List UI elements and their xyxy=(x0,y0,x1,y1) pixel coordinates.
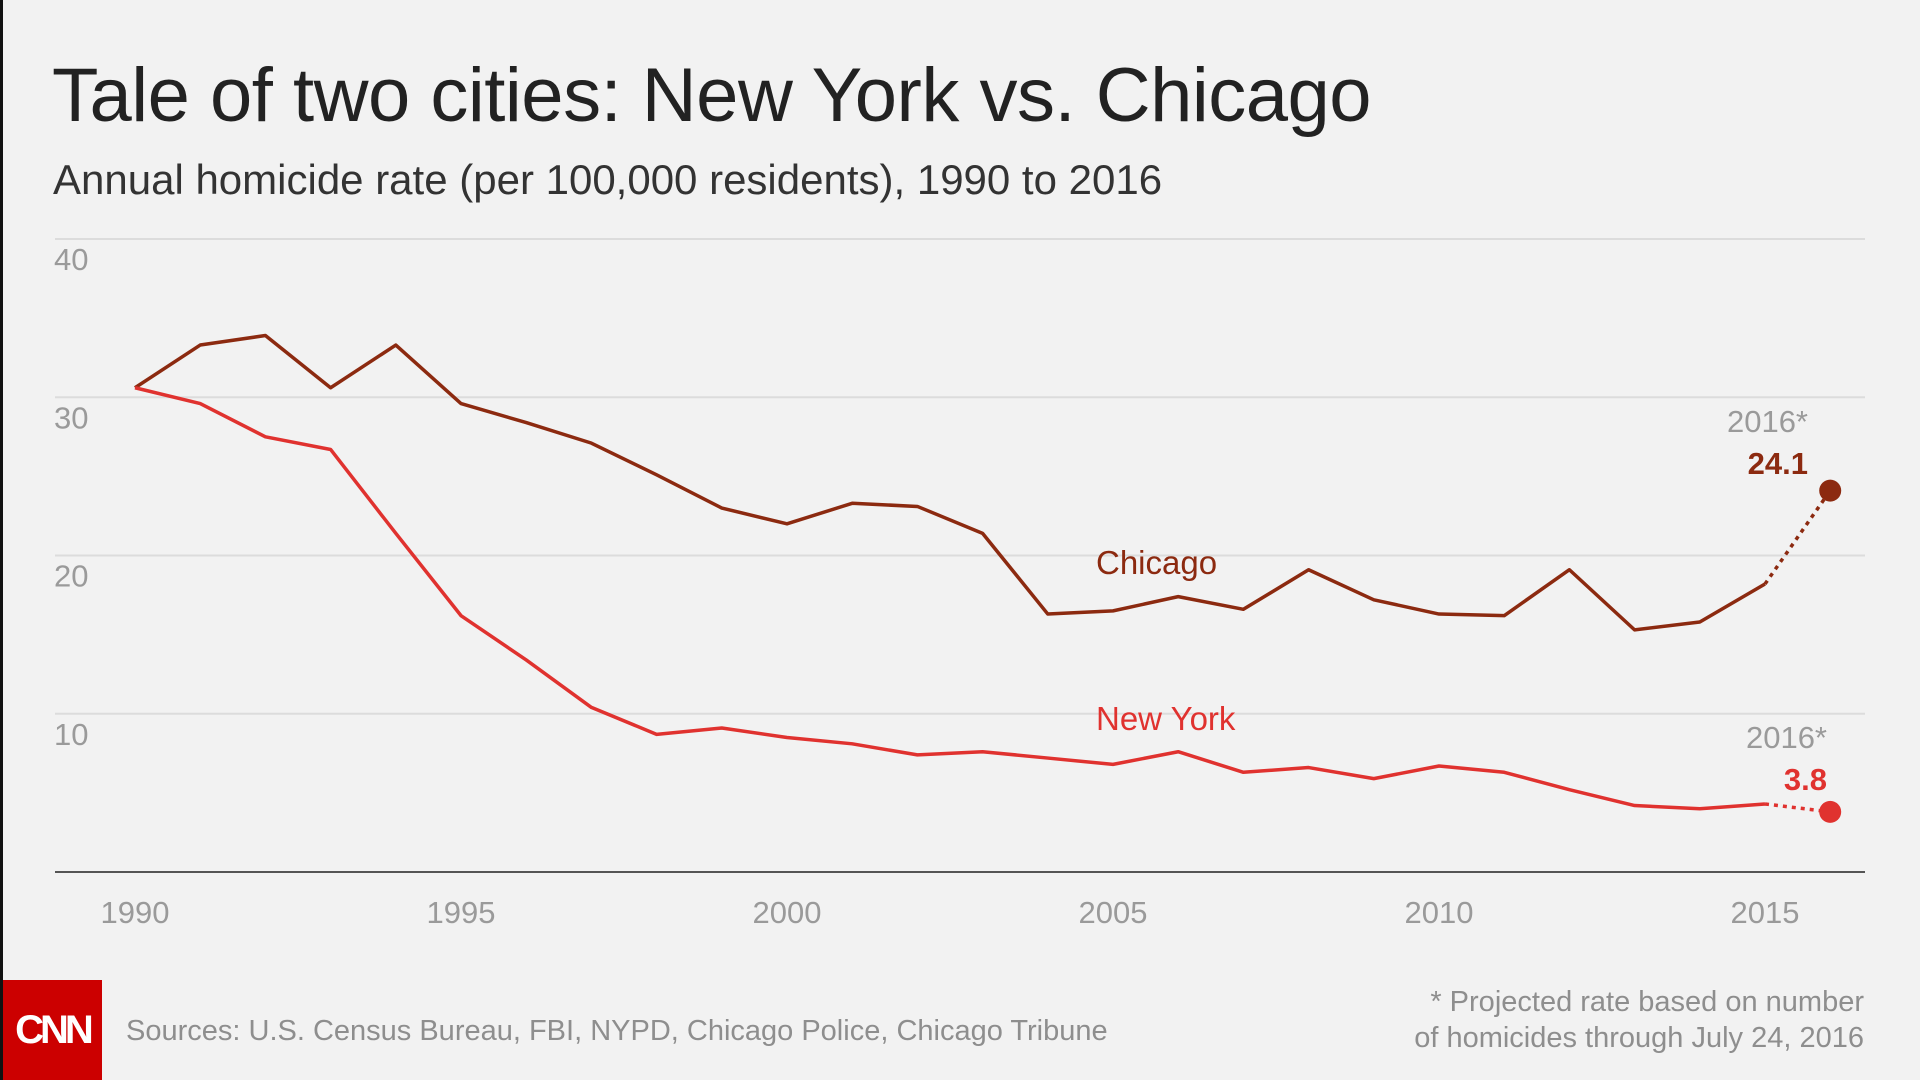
x-tick-label: 2010 xyxy=(1405,895,1474,930)
new-york-line xyxy=(134,386,1766,811)
chart-subtitle: Annual homicide rate (per 100,000 reside… xyxy=(53,156,1163,203)
x-tick-label: 2005 xyxy=(1079,895,1148,930)
x-tick-label: 1995 xyxy=(427,895,496,930)
y-tick-label: 20 xyxy=(54,559,88,594)
new-york-end-point xyxy=(1819,800,1842,823)
chicago-end-value-label: 24.1 xyxy=(1748,446,1808,481)
chicago-series-label: Chicago xyxy=(1096,544,1217,581)
new-york-end-year-label: 2016* xyxy=(1746,720,1827,755)
x-tick-label: 2015 xyxy=(1731,895,1800,930)
cnn-logo: CNN xyxy=(3,980,102,1080)
y-tick-label: 10 xyxy=(54,717,88,752)
y-tick-label: 30 xyxy=(54,400,88,435)
new-york-end-value-label: 3.8 xyxy=(1784,762,1827,797)
chicago-end-point xyxy=(1819,479,1842,502)
new-york-series-label: New York xyxy=(1096,700,1236,737)
x-tick-label: 2000 xyxy=(753,895,822,930)
chicago-projected-line xyxy=(1763,489,1832,585)
left-border xyxy=(0,0,3,1080)
chicago-end-year-label: 2016* xyxy=(1727,404,1808,439)
x-tick-label: 1990 xyxy=(101,895,170,930)
chicago-line xyxy=(134,333,1766,632)
footnote-line-2: of homicides through July 24, 2016 xyxy=(1414,1022,1864,1054)
footnote: * Projected rate based on number of homi… xyxy=(1164,984,1864,1056)
sources-text: Sources: U.S. Census Bureau, FBI, NYPD, … xyxy=(126,1015,1108,1047)
y-tick-label: 40 xyxy=(54,242,88,277)
chart-title: Tale of two cities: New York vs. Chicago xyxy=(52,53,1372,138)
footnote-line-1: * Projected rate based on number xyxy=(1430,986,1864,1018)
